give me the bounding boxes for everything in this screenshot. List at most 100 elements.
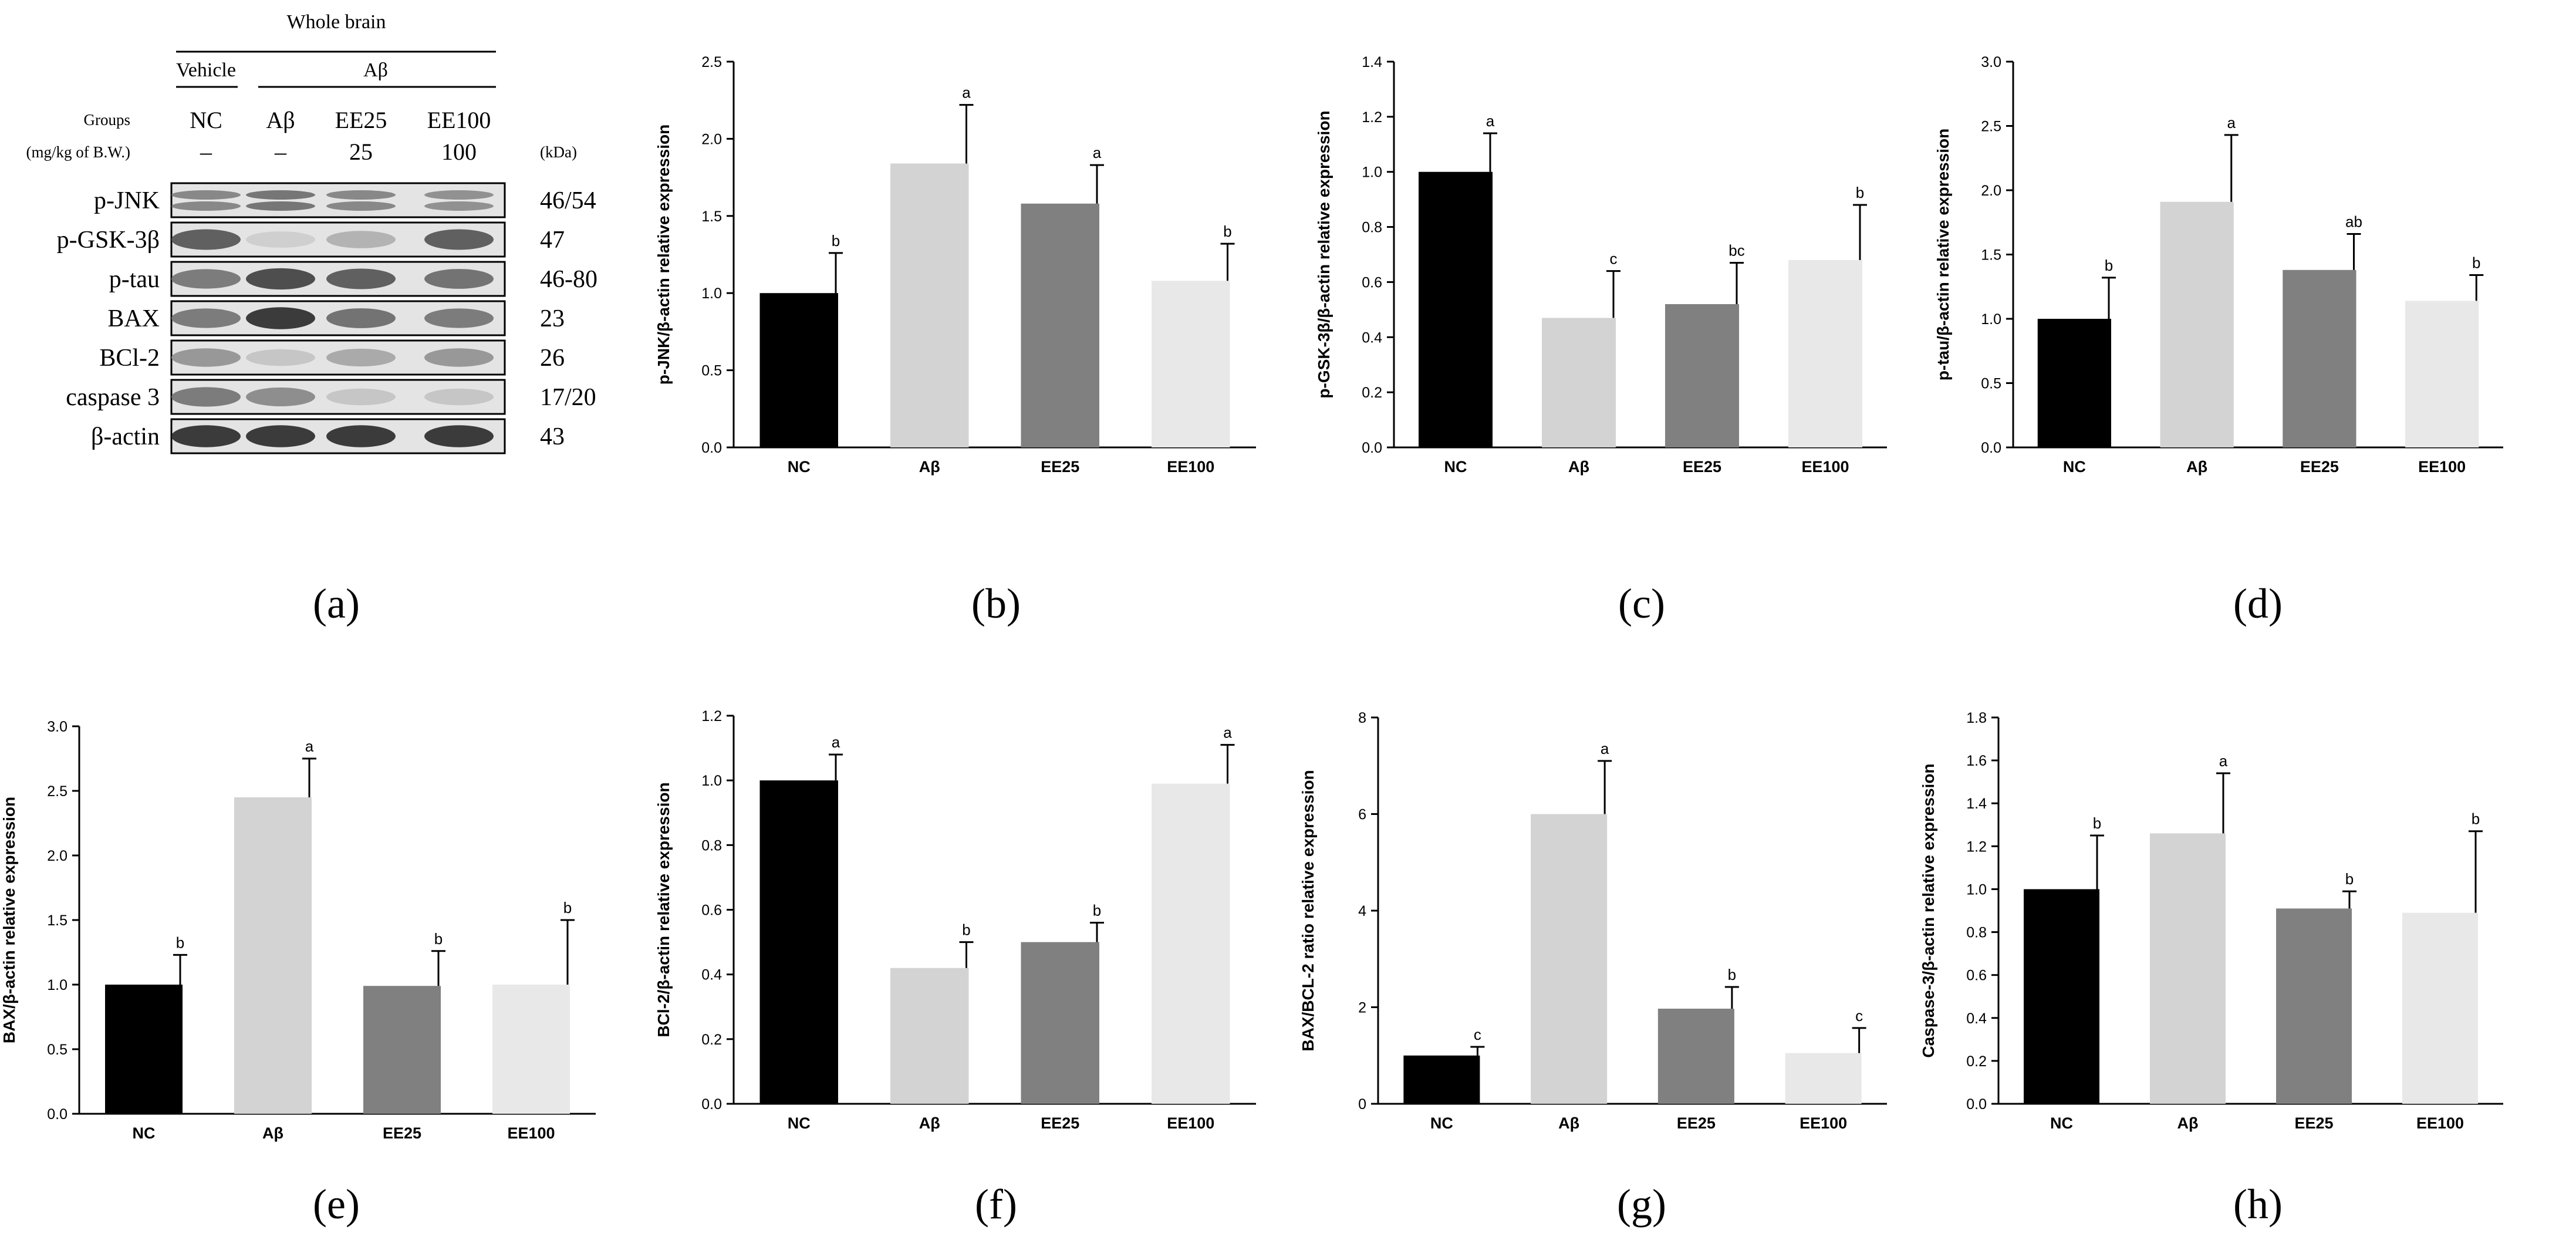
blot-strip [170, 182, 506, 218]
bar-h-EE100 [2402, 912, 2478, 1104]
y-tick-label: 0.6 [1362, 274, 1382, 291]
significance-letter: c [1610, 250, 1618, 268]
x-tick-label: EE100 [1167, 1114, 1214, 1132]
kda-value: 46/54 [540, 187, 596, 214]
y-axis-label: p-GSK-3β/β-actin relative expression [1315, 110, 1333, 398]
y-tick-label: 0.8 [1362, 220, 1382, 236]
y-tick-label: 0.4 [1362, 329, 1382, 346]
y-tick-label: 1.5 [701, 208, 722, 225]
bar-d-EE25 [2283, 269, 2356, 447]
protein-label: BAX [107, 305, 160, 332]
significance-letter: b [1093, 902, 1101, 919]
blot-band [424, 348, 494, 367]
blot-band [171, 348, 241, 367]
lane-group-label: NC [190, 107, 222, 133]
y-tick-label: 8 [1358, 710, 1366, 726]
bar-f-Aβ [890, 968, 969, 1104]
y-tick-label: 1.0 [1362, 164, 1382, 181]
bar-c-EE25 [1665, 304, 1739, 447]
y-tick-label: 2.0 [47, 848, 67, 864]
y-tick-label: 2.0 [701, 131, 722, 147]
y-axis-label: BCl-2/β-actin relative expression [654, 782, 673, 1037]
bar-f-EE100 [1152, 783, 1230, 1104]
kda-value: 47 [540, 227, 565, 254]
blot-band [246, 388, 315, 406]
y-tick-label: 0.6 [701, 902, 722, 919]
x-tick-label: EE25 [2294, 1114, 2333, 1132]
blot-band [424, 308, 494, 328]
bar-chart-e: 0.0 0.5 1.0 1.5 2.0 2.5 3.0 BAX/β-actin relativ… [0, 719, 596, 1142]
significance-letter: a [1093, 144, 1102, 161]
x-tick-label: EE25 [383, 1124, 421, 1142]
y-tick-label: 2.0 [1981, 183, 2001, 199]
panel-label-f: (f) [975, 1181, 1017, 1228]
blot-band [246, 268, 315, 290]
kda-value: 26 [540, 345, 565, 372]
panel-label-g: (g) [1617, 1181, 1666, 1228]
y-tick-label: 1.0 [701, 285, 722, 302]
y-axis-label: BAX/β-actin relative expression [0, 797, 18, 1043]
y-tick-label: 1.8 [1966, 710, 1987, 726]
protein-label: BCl-2 [99, 345, 160, 372]
significance-letter: b [1728, 966, 1736, 983]
blot-band [424, 388, 494, 406]
bar-g-Aβ [1531, 814, 1608, 1104]
bar-b-Aβ [890, 163, 969, 447]
bar-chart-f: 0.0 0.2 0.4 0.6 0.8 1.0 1.2 BCl-2/β-actin relat… [654, 708, 1256, 1132]
x-tick-label: Aβ [1558, 1114, 1579, 1132]
lane-group-label: EE25 [335, 107, 387, 133]
significance-letter: bc [1728, 242, 1744, 260]
bar-d-Aβ [2160, 201, 2234, 447]
significance-letter: c [1855, 1007, 1863, 1025]
blot-band [326, 425, 396, 447]
kda-value: 43 [540, 423, 565, 450]
bar-chart-h: 0.0 0.2 0.4 0.6 0.8 1.0 1.2 1.4 1.6 1.8 Caspase-3/… [1919, 710, 2503, 1132]
kda-value: 23 [540, 305, 565, 332]
blot-header: Whole brain [287, 11, 386, 33]
x-tick-label: EE100 [2418, 458, 2466, 476]
protein-label: p-GSK-3β [57, 227, 160, 254]
lane-dose-label: – [274, 139, 287, 165]
y-axis-label: Caspase-3/β-actin relative expression [1919, 763, 1937, 1057]
significance-letter: b [434, 930, 443, 948]
significance-letter: a [832, 733, 840, 751]
protein-label: caspase 3 [66, 384, 160, 411]
significance-letter: a [1223, 724, 1232, 742]
y-axis-label: p-JNK/β-actin relative expression [654, 124, 673, 385]
bar-chart-c: 0.0 0.2 0.4 0.6 0.8 1.0 1.2 1.4 p-GSK-3β/β-actin… [1315, 54, 1887, 476]
blot-band [171, 190, 241, 200]
blot-band [246, 307, 315, 329]
bar-b-NC [759, 293, 838, 447]
y-tick-label: 2 [1358, 1000, 1366, 1016]
x-tick-label: EE100 [1167, 458, 1214, 476]
y-tick-label: 0.0 [1981, 440, 2001, 456]
kda-label: (kDa) [540, 143, 577, 161]
y-tick-label: 3.0 [1981, 54, 2001, 70]
y-tick-label: 1.4 [1362, 54, 1382, 70]
x-tick-label: Aβ [2177, 1114, 2199, 1132]
blot-band [424, 201, 494, 211]
blot-band [424, 190, 494, 200]
panel-label-h: (h) [2233, 1181, 2283, 1228]
bar-h-Aβ [2150, 833, 2226, 1104]
bar-e-Aβ [234, 797, 312, 1114]
panel-label-e: (e) [313, 1181, 360, 1228]
x-tick-label: EE25 [1041, 458, 1079, 476]
kda-value: 17/20 [540, 384, 596, 411]
vehicle-label: Vehicle [176, 59, 236, 81]
x-tick-label: EE100 [507, 1124, 555, 1142]
blot-band [171, 425, 241, 447]
x-tick-label: Aβ [2186, 458, 2207, 476]
significance-letter: c [1474, 1026, 1481, 1043]
bar-c-NC [1419, 171, 1493, 447]
y-tick-label: 0.5 [701, 363, 722, 379]
y-tick-label: 1.0 [47, 977, 67, 993]
significance-letter: b [1856, 184, 1864, 201]
y-tick-label: 0.2 [701, 1032, 722, 1048]
protein-label: p-JNK [94, 187, 160, 214]
significance-letter: a [2227, 114, 2236, 132]
blot-band [326, 388, 396, 406]
y-axis-label: p-tau/β-actin relative expression [1934, 129, 1952, 380]
lane-group-label: Aβ [266, 107, 295, 133]
y-tick-label: 2.5 [1981, 119, 2001, 135]
